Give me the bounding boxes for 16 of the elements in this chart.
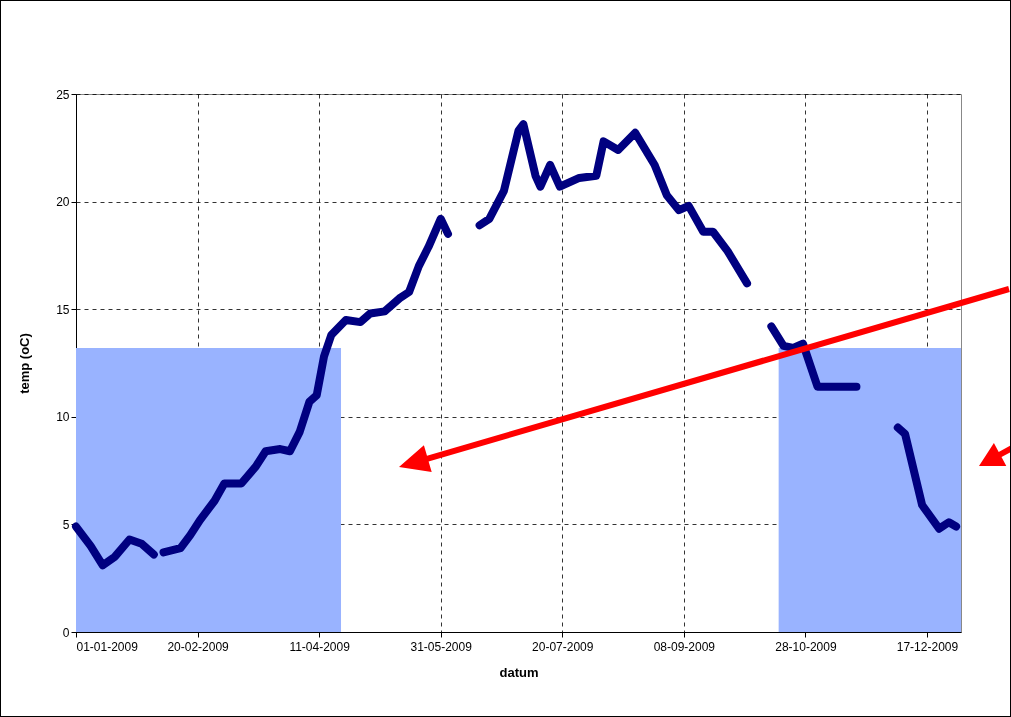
x-tick-label: 08-09-2009 (653, 639, 716, 654)
y-tick-label: 25 (56, 87, 70, 102)
x-tick-label: 31-05-2009 (410, 639, 473, 654)
x-tick-label: 28-10-2009 (775, 639, 837, 654)
x-tick-label: 11-04-2009 (289, 639, 351, 654)
x-tick-label: 20-07-2009 (532, 639, 594, 654)
x-tick-label: 17-12-2009 (896, 639, 959, 654)
y-tick-label: 15 (56, 302, 70, 317)
y-tick-label: 20 (56, 195, 70, 210)
x-tick-label: 20-02-2009 (167, 639, 230, 654)
y-tick-label: 0 (62, 625, 70, 640)
x-tick-label: 01-01-2009 (76, 639, 139, 654)
x-axis-title: datum (499, 664, 539, 680)
y-axis-title: temp (oC) (17, 333, 33, 394)
y-tick-label: 5 (62, 517, 70, 532)
y-tick-label: 10 (56, 410, 70, 425)
